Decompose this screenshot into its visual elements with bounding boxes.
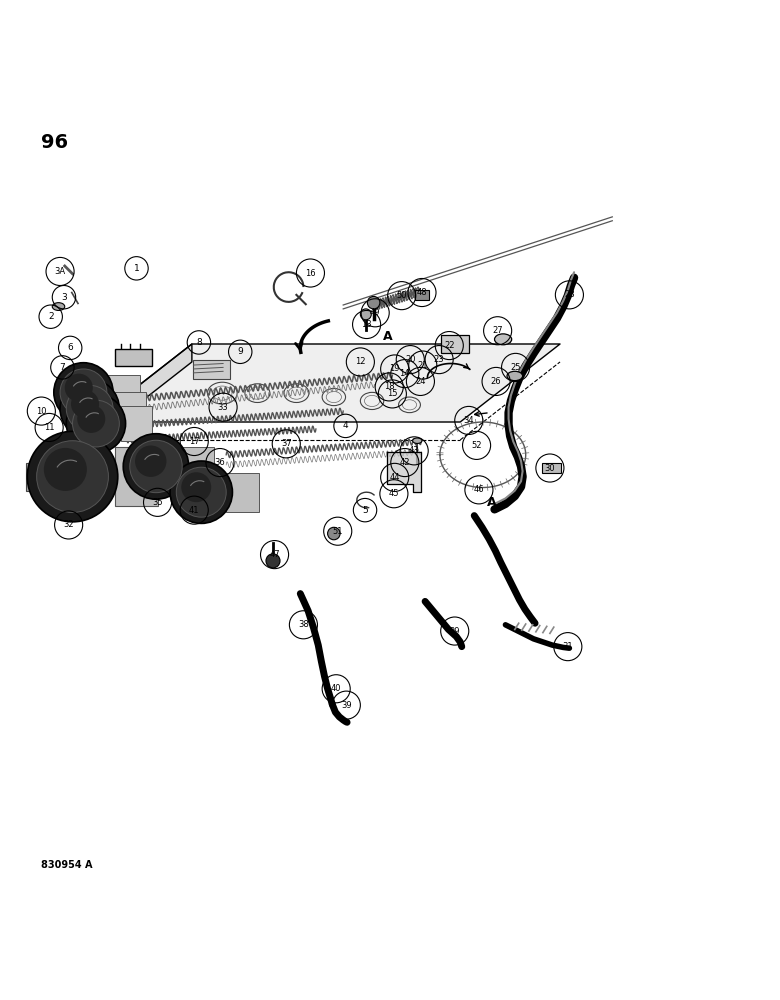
Circle shape: [60, 379, 119, 438]
Circle shape: [123, 434, 189, 499]
Polygon shape: [92, 344, 560, 422]
Text: 49: 49: [370, 308, 381, 317]
Circle shape: [135, 445, 166, 477]
Text: 19: 19: [389, 364, 400, 373]
Circle shape: [27, 431, 118, 522]
Circle shape: [54, 363, 113, 422]
FancyBboxPatch shape: [441, 335, 469, 353]
Text: 31: 31: [562, 642, 573, 651]
FancyBboxPatch shape: [115, 349, 152, 366]
Text: 1: 1: [133, 264, 140, 273]
FancyBboxPatch shape: [542, 463, 561, 473]
Text: 20: 20: [405, 355, 416, 364]
Text: 15: 15: [387, 389, 398, 398]
Text: 27: 27: [492, 326, 503, 335]
Text: 22: 22: [444, 341, 455, 350]
FancyBboxPatch shape: [115, 392, 146, 426]
Text: 10: 10: [36, 407, 47, 416]
Text: 48: 48: [417, 288, 427, 297]
Text: 42: 42: [399, 458, 410, 467]
Text: 7: 7: [59, 363, 66, 372]
Text: 21: 21: [417, 361, 428, 370]
FancyBboxPatch shape: [121, 406, 152, 441]
Text: 46: 46: [473, 485, 484, 494]
FancyBboxPatch shape: [193, 360, 230, 379]
Text: 37: 37: [281, 439, 292, 448]
Text: 45: 45: [388, 489, 399, 498]
Text: 30: 30: [544, 464, 555, 473]
Text: 8: 8: [196, 338, 202, 347]
Text: 41: 41: [189, 506, 200, 515]
Circle shape: [73, 400, 119, 447]
Text: A: A: [383, 330, 392, 343]
Text: 29: 29: [449, 627, 460, 636]
Text: 51: 51: [332, 527, 343, 536]
Text: 17: 17: [189, 437, 200, 446]
Circle shape: [44, 448, 87, 491]
Text: 3A: 3A: [55, 267, 66, 276]
Circle shape: [367, 296, 380, 309]
Text: 12: 12: [355, 357, 366, 366]
Text: 36: 36: [215, 458, 225, 467]
Text: 35: 35: [152, 498, 163, 507]
Text: 39: 39: [341, 701, 352, 710]
Text: 28: 28: [564, 290, 575, 299]
Text: 40: 40: [331, 684, 342, 693]
Circle shape: [60, 369, 107, 416]
Text: 23: 23: [434, 355, 445, 364]
FancyBboxPatch shape: [108, 375, 140, 410]
Text: 4: 4: [342, 421, 349, 430]
FancyBboxPatch shape: [415, 290, 429, 300]
FancyBboxPatch shape: [115, 447, 158, 506]
Circle shape: [360, 309, 371, 320]
Circle shape: [176, 467, 226, 517]
Circle shape: [66, 394, 126, 453]
Text: 96: 96: [41, 133, 69, 152]
FancyBboxPatch shape: [26, 463, 65, 491]
Text: 6: 6: [67, 343, 73, 352]
Circle shape: [66, 385, 113, 432]
Text: 830954 A: 830954 A: [41, 860, 93, 870]
Circle shape: [77, 405, 105, 433]
Polygon shape: [92, 344, 192, 440]
FancyBboxPatch shape: [181, 447, 214, 486]
Text: 38: 38: [298, 620, 309, 629]
Circle shape: [181, 472, 211, 502]
Circle shape: [37, 441, 108, 512]
Text: 16: 16: [305, 269, 316, 278]
Ellipse shape: [507, 371, 523, 381]
Text: 44: 44: [389, 473, 400, 482]
Ellipse shape: [52, 303, 65, 310]
Text: A: A: [487, 496, 496, 509]
Text: 14: 14: [399, 369, 410, 378]
Text: 5: 5: [362, 506, 368, 515]
Circle shape: [65, 374, 93, 402]
Text: 52: 52: [471, 441, 482, 450]
Text: 43: 43: [409, 446, 420, 455]
Text: 50: 50: [396, 291, 407, 300]
Text: 34: 34: [463, 416, 474, 425]
Text: 33: 33: [218, 403, 229, 412]
Text: 11: 11: [44, 423, 55, 432]
Circle shape: [170, 461, 232, 523]
Text: 13: 13: [361, 320, 372, 329]
Circle shape: [266, 554, 280, 568]
Circle shape: [328, 527, 340, 540]
Circle shape: [71, 390, 99, 418]
Text: 2: 2: [48, 312, 54, 321]
Text: 18: 18: [384, 382, 395, 391]
Ellipse shape: [413, 438, 422, 443]
Ellipse shape: [495, 334, 512, 345]
Polygon shape: [387, 452, 421, 492]
Text: 47: 47: [269, 550, 280, 559]
Text: 25: 25: [510, 363, 521, 372]
Text: 9: 9: [237, 347, 243, 356]
Text: 26: 26: [491, 377, 502, 386]
Circle shape: [129, 440, 183, 493]
FancyBboxPatch shape: [226, 473, 259, 512]
Text: 32: 32: [63, 520, 74, 529]
Text: 24: 24: [415, 377, 426, 386]
Text: 3: 3: [61, 293, 67, 302]
